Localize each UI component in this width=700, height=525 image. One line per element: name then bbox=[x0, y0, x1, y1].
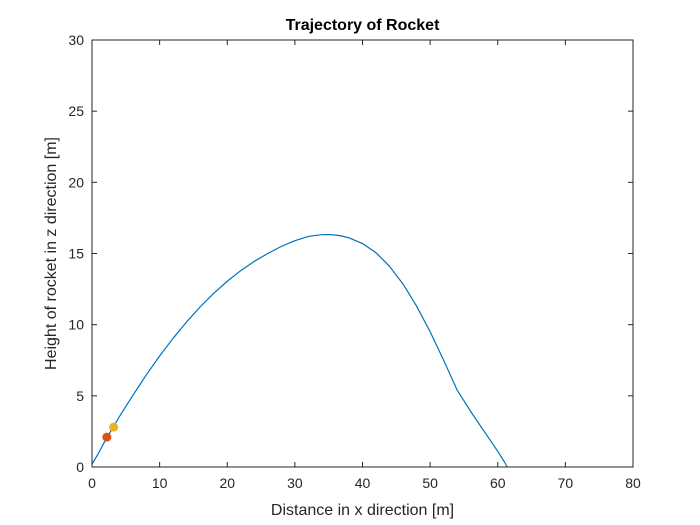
x-tick-label: 30 bbox=[287, 475, 303, 491]
y-tick-label: 30 bbox=[68, 32, 84, 48]
x-tick-label: 50 bbox=[422, 475, 438, 491]
x-tick-label: 80 bbox=[625, 475, 641, 491]
y-tick-label: 0 bbox=[76, 459, 84, 475]
x-tick-label: 60 bbox=[490, 475, 506, 491]
y-tick-label: 20 bbox=[68, 174, 84, 190]
y-tick-label: 10 bbox=[68, 317, 84, 333]
chart-title: Trajectory of Rocket bbox=[286, 17, 441, 34]
rocket-position-marker bbox=[109, 422, 119, 432]
y-tick-label: 25 bbox=[68, 103, 84, 119]
x-axis-label: Distance in x direction [m] bbox=[271, 502, 454, 519]
data-layer bbox=[91, 233, 508, 468]
x-tick-label: 0 bbox=[88, 475, 96, 491]
plot-area bbox=[92, 40, 633, 467]
rocket-position-marker bbox=[102, 432, 112, 442]
y-tick-label: 5 bbox=[76, 388, 84, 404]
x-tick-label: 70 bbox=[558, 475, 574, 491]
tick-layer: 0 10 20 30 40 50 60 70 80 0 5 10 15 20 25 30 bbox=[68, 32, 641, 491]
trajectory-line bbox=[91, 233, 508, 468]
x-tick-label: 20 bbox=[219, 475, 235, 491]
x-tick-label: 40 bbox=[355, 475, 371, 491]
y-axis-label: Height of rocket in z direction [m] bbox=[43, 137, 60, 370]
x-tick-label: 10 bbox=[152, 475, 168, 491]
y-tick-label: 15 bbox=[68, 246, 84, 262]
